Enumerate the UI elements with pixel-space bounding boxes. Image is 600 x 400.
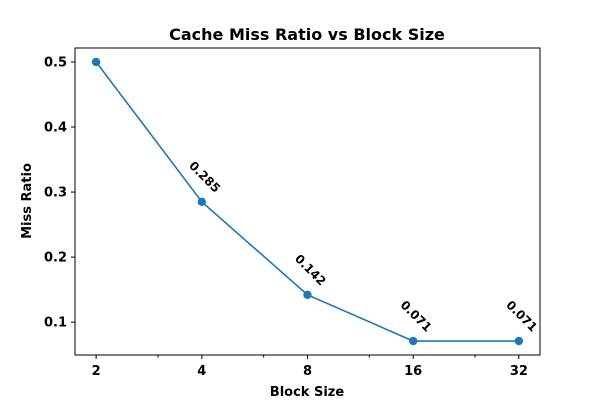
data-point-marker <box>197 197 207 207</box>
data-point-marker <box>91 57 101 67</box>
x-tick-label: 32 <box>510 364 528 379</box>
data-point-marker <box>514 336 524 346</box>
data-label: 0.071 <box>398 298 435 335</box>
y-tick-label: 0.2 <box>44 251 67 266</box>
data-point-marker <box>408 336 418 346</box>
axis-ticks: 2 4 8 16 32 0.1 0.2 0.3 0.4 0.5 <box>44 55 528 379</box>
x-axis-label: Block Size <box>270 385 345 400</box>
y-tick-label: 0.5 <box>44 55 67 70</box>
y-axis-label: Miss Ratio <box>20 163 35 239</box>
data-label: 0.071 <box>503 298 540 335</box>
y-tick-label: 0.4 <box>44 121 67 136</box>
data-point-marker <box>303 290 312 300</box>
x-tick-label: 8 <box>303 364 312 379</box>
series-layer <box>91 57 524 346</box>
series-line <box>95 61 519 342</box>
x-tick-label: 2 <box>92 364 101 379</box>
data-label: 0.142 <box>292 252 329 289</box>
plot-area-frame <box>74 47 541 356</box>
y-tick-label: 0.3 <box>44 186 67 201</box>
x-tick-label: 4 <box>197 364 206 379</box>
x-tick-label: 16 <box>404 364 422 379</box>
chart-title: Cache Miss Ratio vs Block Size <box>169 25 445 44</box>
y-tick-label: 0.1 <box>44 316 67 331</box>
